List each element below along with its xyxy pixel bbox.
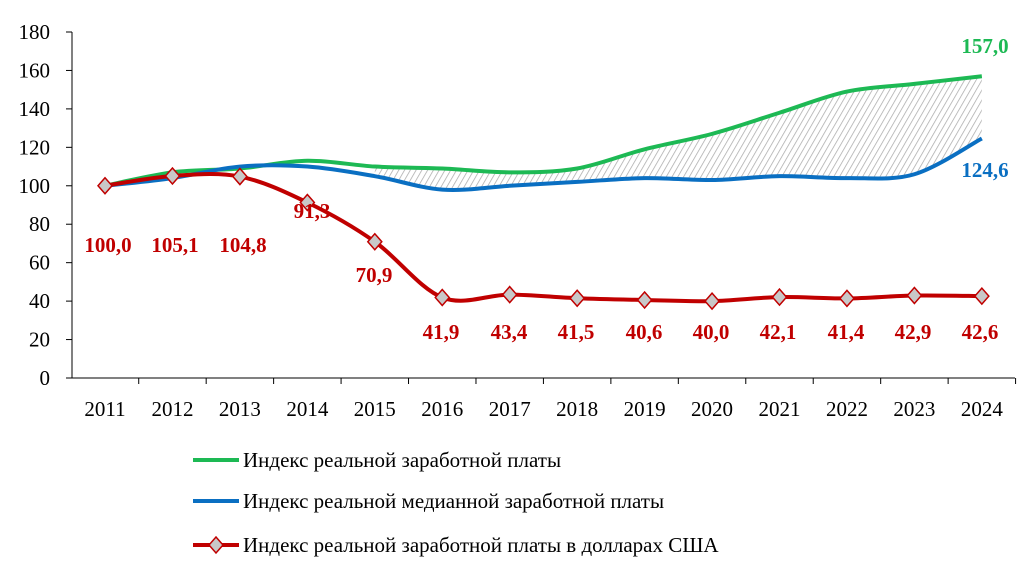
end-label-series-2: 124,6 (961, 158, 1008, 182)
x-tick-label: 2014 (286, 397, 329, 421)
data-point-marker (636, 290, 653, 310)
data-point-marker (838, 289, 855, 308)
y-tick-label: 140 (19, 97, 51, 121)
legend-label-2: Индекс реальной медианной заработной пла… (243, 489, 664, 513)
data-point-marker (569, 289, 586, 308)
x-tick-label: 2015 (354, 397, 396, 421)
x-tick-label: 2011 (84, 397, 125, 421)
data-point-marker (704, 291, 721, 311)
x-tick-label: 2012 (151, 397, 193, 421)
series-line-2 (104, 136, 983, 192)
data-point-marker (906, 286, 923, 305)
y-tick-label: 40 (29, 289, 50, 313)
y-tick-label: 100 (19, 174, 51, 198)
y-tick-label: 20 (29, 328, 50, 352)
legend-label-3: Индекс реальной заработной платы в долла… (243, 533, 719, 557)
y-tick-label: 180 (19, 20, 51, 44)
data-point-marker (164, 166, 181, 186)
end-label-series-1: 157,0 (961, 34, 1008, 58)
data-label: 91,3 (294, 199, 331, 223)
data-label: 104,8 (219, 233, 266, 257)
data-label: 105,1 (151, 233, 198, 257)
data-label: 41,4 (828, 320, 865, 344)
y-tick-label: 80 (29, 212, 50, 236)
x-tick-label: 2020 (691, 397, 733, 421)
legend-label-1: Индекс реальной заработной платы (243, 448, 561, 472)
data-point-marker (973, 286, 990, 306)
x-tick-label: 2023 (893, 397, 935, 421)
x-tick-label: 2022 (826, 397, 868, 421)
x-tick-label: 2013 (219, 397, 261, 421)
x-tick-label: 2021 (759, 397, 801, 421)
data-label: 42,6 (962, 320, 999, 344)
x-tick-label: 2016 (421, 397, 463, 421)
x-tick-label: 2017 (489, 397, 531, 421)
data-label: 41,9 (423, 320, 460, 344)
hatched-gap-area (374, 76, 982, 190)
legend-marker (208, 535, 224, 555)
x-tick-label: 2024 (961, 397, 1004, 421)
data-label: 42,1 (760, 320, 797, 344)
data-point-marker (97, 176, 113, 195)
data-label: 70,9 (356, 263, 393, 287)
data-point-marker (299, 193, 316, 212)
data-label: 40,0 (693, 320, 730, 344)
data-label: 100,0 (84, 233, 131, 257)
data-point-marker (366, 232, 383, 251)
data-point-marker (771, 287, 788, 307)
y-tick-label: 0 (40, 366, 51, 390)
data-label: 40,6 (626, 320, 663, 344)
x-tick-label: 2018 (556, 397, 598, 421)
data-label: 43,4 (491, 320, 528, 344)
y-tick-label: 120 (19, 135, 51, 159)
data-point-marker (434, 288, 451, 307)
data-point-marker (501, 285, 518, 304)
data-label: 42,9 (895, 320, 932, 344)
y-tick-label: 60 (29, 251, 50, 275)
data-point-marker (231, 167, 248, 186)
y-tick-label: 160 (19, 58, 51, 82)
x-tick-label: 2019 (624, 397, 666, 421)
data-label: 41,5 (558, 320, 595, 344)
